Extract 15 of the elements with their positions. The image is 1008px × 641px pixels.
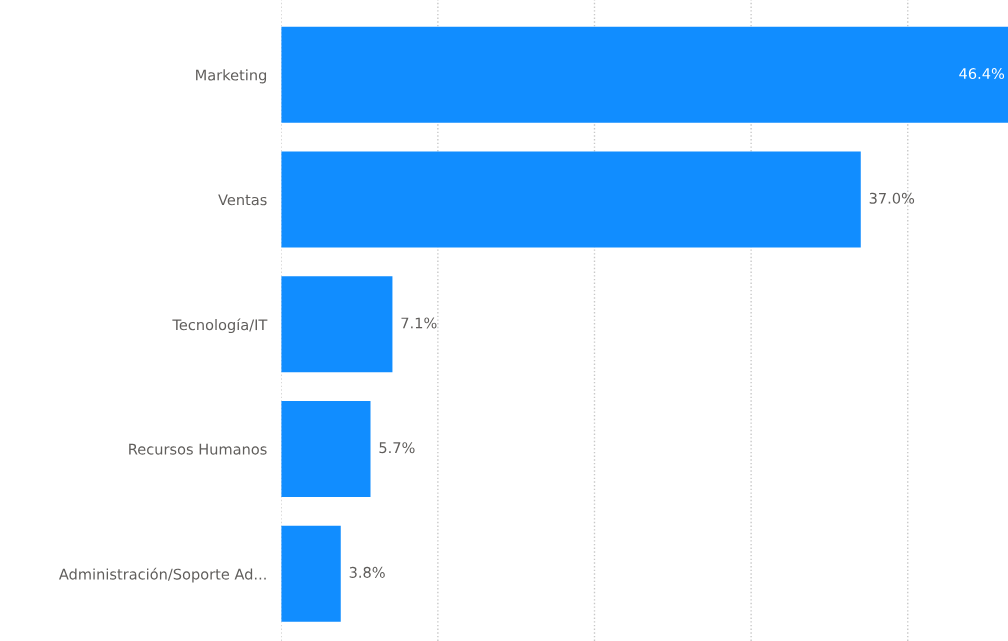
y-tick-label: Ventas xyxy=(218,194,267,206)
y-tick-label: Tecnología/IT xyxy=(172,318,268,334)
data-label: 46.4% xyxy=(959,68,1005,80)
bar xyxy=(281,276,393,373)
bar xyxy=(281,525,341,622)
y-tick-label: Marketing xyxy=(196,69,267,84)
data-label: 5.7% xyxy=(379,442,415,454)
data-label: 7.1% xyxy=(401,317,437,329)
bar xyxy=(281,151,861,248)
y-tick-label: Administración/Soporte Ad... xyxy=(58,567,266,583)
y-tick-label: Recursos Humanos xyxy=(129,443,267,455)
data-label: 37.0% xyxy=(869,192,915,204)
bar xyxy=(281,26,1008,123)
data-label: 3.8% xyxy=(349,566,385,578)
bar xyxy=(281,400,371,497)
